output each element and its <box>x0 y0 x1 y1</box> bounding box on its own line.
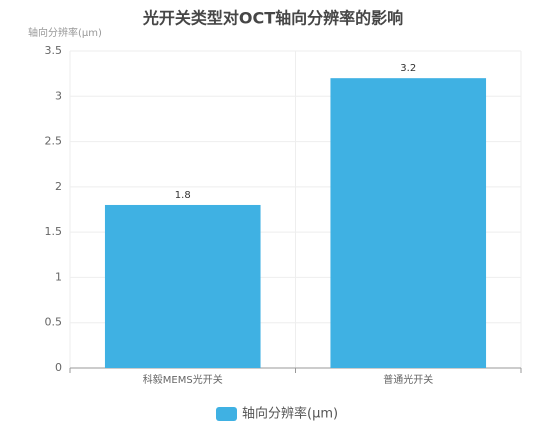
x-tick-label: 普通光开关 <box>383 373 433 386</box>
y-tick-label: 2.5 <box>45 135 63 148</box>
legend-label: 轴向分辨率(μm) <box>242 406 338 422</box>
y-tick-label: 3.5 <box>45 44 63 57</box>
y-tick-label: 0 <box>55 361 62 374</box>
x-tick-label: 科毅MEMS光开关 <box>143 373 223 386</box>
y-tick-label: 3 <box>55 89 62 102</box>
legend-swatch <box>216 407 237 421</box>
bar <box>330 78 487 369</box>
y-tick-label: 0.5 <box>45 316 63 329</box>
data-label: 1.8 <box>175 190 191 201</box>
data-label: 3.2 <box>400 63 416 74</box>
bar <box>104 204 261 368</box>
y-tick-label: 1 <box>55 270 62 283</box>
y-tick-label: 1.5 <box>45 225 63 238</box>
chart-title: 光开关类型对OCT轴向分辨率的影响 <box>142 9 403 28</box>
y-tick-label: 2 <box>55 180 62 193</box>
y-axis-label: 轴向分辨率(μm) <box>28 26 102 39</box>
